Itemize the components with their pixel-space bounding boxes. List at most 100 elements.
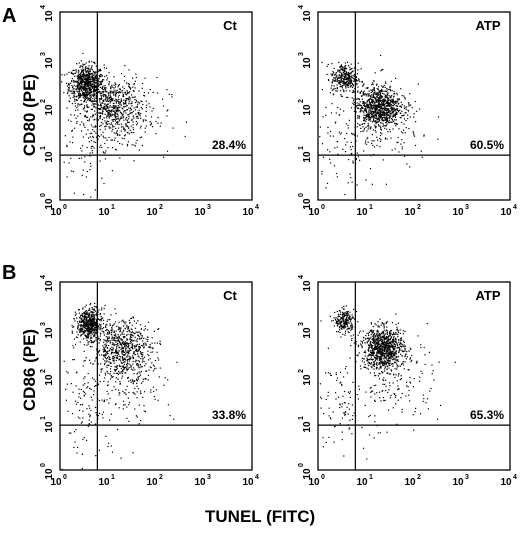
- event-dot: [392, 340, 394, 342]
- event-dot: [356, 80, 358, 82]
- event-dot: [86, 439, 88, 441]
- quadrant-percent-1: 60.5%: [470, 138, 504, 152]
- event-dot: [383, 101, 385, 103]
- event-dot: [369, 95, 371, 97]
- event-dot: [115, 102, 118, 104]
- event-dot: [81, 71, 83, 73]
- event-dot: [90, 311, 92, 313]
- event-dot: [80, 76, 82, 78]
- event-dot: [352, 145, 354, 148]
- event-dot: [127, 114, 129, 116]
- event-dot: [92, 79, 94, 81]
- event-dot: [142, 119, 144, 121]
- event-dot: [361, 81, 363, 84]
- event-dot: [72, 69, 74, 72]
- event-dot: [391, 149, 393, 151]
- event-dot: [327, 132, 329, 134]
- event-dot: [126, 362, 129, 365]
- event-dot: [73, 84, 75, 86]
- event-dot: [117, 121, 119, 123]
- event-dot: [97, 415, 99, 417]
- event-dot: [396, 326, 398, 328]
- event-dot: [94, 423, 97, 425]
- event-dot: [383, 114, 385, 116]
- event-dot: [78, 80, 80, 82]
- event-dot: [134, 393, 136, 395]
- event-dot: [344, 330, 346, 332]
- event-dot: [104, 84, 106, 87]
- event-dot: [65, 388, 67, 390]
- event-dot: [84, 310, 86, 313]
- event-dot: [374, 126, 376, 128]
- event-dot: [106, 332, 109, 334]
- event-dot: [94, 385, 96, 387]
- event-dot: [68, 87, 71, 89]
- event-dot: [91, 325, 93, 327]
- event-dot: [368, 350, 370, 352]
- event-dot: [131, 102, 133, 104]
- event-dot: [375, 131, 377, 133]
- event-dot: [78, 77, 80, 79]
- event-dot: [372, 115, 374, 117]
- event-dot: [119, 134, 121, 136]
- event-dot: [125, 359, 127, 361]
- event-dot: [116, 337, 118, 339]
- event-dot: [396, 328, 399, 330]
- event-dot: [130, 368, 133, 370]
- event-dot: [387, 98, 389, 100]
- event-dot: [363, 83, 365, 85]
- event-dot: [66, 73, 68, 75]
- event-dot: [89, 94, 91, 96]
- event-dot: [123, 103, 125, 105]
- event-dot: [137, 334, 139, 336]
- event-dot: [112, 375, 114, 378]
- event-dot: [78, 409, 81, 412]
- event-dot: [143, 356, 146, 358]
- event-dot: [340, 78, 342, 80]
- event-dot: [98, 342, 100, 344]
- event-dot: [81, 91, 83, 93]
- event-dot: [95, 329, 98, 331]
- event-dot: [132, 343, 134, 345]
- event-dot: [95, 324, 97, 326]
- event-dot: [93, 84, 96, 86]
- event-dot: [83, 93, 85, 95]
- event-dot: [147, 379, 149, 381]
- event-dot: [119, 106, 121, 108]
- event-dot: [120, 360, 122, 362]
- event-dot: [118, 84, 120, 86]
- event-dot: [437, 116, 440, 118]
- event-dot: [133, 356, 135, 358]
- event-dot: [93, 87, 95, 90]
- event-dot: [83, 101, 85, 103]
- event-dot: [121, 107, 123, 109]
- event-dot: [338, 71, 341, 73]
- event-dot: [86, 328, 88, 330]
- event-dot: [99, 349, 101, 351]
- event-dot: [86, 387, 88, 389]
- event-dot: [119, 356, 122, 358]
- event-dot: [132, 383, 134, 385]
- event-dot: [118, 326, 120, 328]
- event-dot: [100, 95, 102, 97]
- event-dot: [93, 390, 95, 392]
- event-dot: [71, 81, 73, 83]
- event-dot: [166, 150, 169, 152]
- event-dot: [367, 113, 369, 115]
- event-dot: [104, 86, 106, 88]
- event-dot: [104, 374, 106, 376]
- event-dot: [118, 350, 120, 352]
- event-dot: [114, 117, 117, 119]
- event-dot: [130, 349, 132, 352]
- event-dot: [380, 92, 382, 94]
- event-dot: [353, 104, 355, 106]
- event-dot: [118, 100, 120, 102]
- event-dot: [359, 80, 361, 83]
- event-dot: [136, 341, 138, 343]
- x-tick-exponent: 2: [417, 204, 421, 211]
- event-dot: [87, 78, 89, 80]
- event-dot: [75, 109, 77, 111]
- event-dot: [363, 120, 365, 122]
- event-dot: [336, 318, 339, 320]
